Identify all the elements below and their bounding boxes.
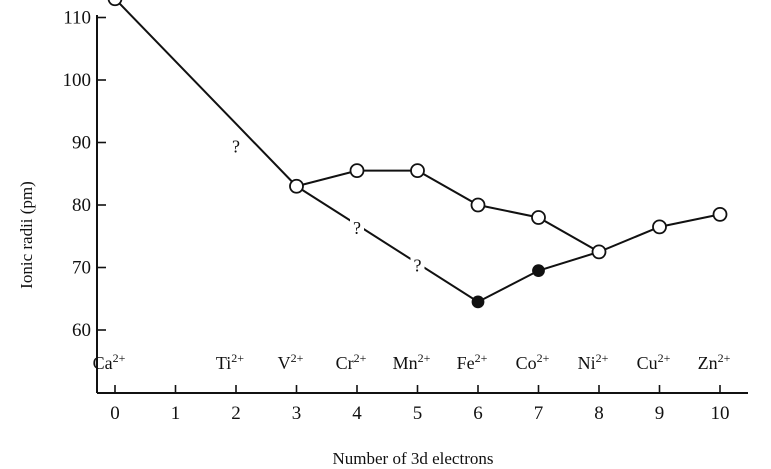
y-axis-title: Ionic radii (pm) xyxy=(17,181,36,289)
open-point xyxy=(470,197,486,213)
ion-charge: 2+ xyxy=(596,351,609,365)
open-point xyxy=(712,206,728,222)
series-lines xyxy=(114,0,721,304)
y-tick-label: 100 xyxy=(63,70,92,91)
x-tick-label: 2 xyxy=(231,403,241,424)
ion-label: Cu2+ xyxy=(637,351,671,373)
x-tick-label: 8 xyxy=(594,403,604,424)
open-point xyxy=(410,163,425,179)
ion-label: Ni2+ xyxy=(578,351,609,373)
filled-point xyxy=(532,264,545,278)
series-line xyxy=(114,0,298,187)
open-point xyxy=(652,219,667,235)
ion-label: Mn2+ xyxy=(393,351,431,373)
y-tick-label: 60 xyxy=(72,320,91,341)
series-line xyxy=(296,169,721,253)
annotation-backing xyxy=(410,253,425,274)
data-points xyxy=(107,0,728,309)
question-mark-annotation: ? xyxy=(353,218,361,238)
filled-point xyxy=(471,295,485,309)
x-tick-label: 9 xyxy=(655,403,665,424)
open-point xyxy=(107,0,123,7)
axes: 60708090100110120012345678910 xyxy=(63,8,748,424)
ion-charge: 2+ xyxy=(354,351,367,365)
ion-charge: 2+ xyxy=(718,351,731,365)
ion-charge: 2+ xyxy=(537,351,550,365)
ion-label: Co2+ xyxy=(516,351,550,373)
series-line xyxy=(295,185,600,304)
x-tick-label: 7 xyxy=(534,403,544,424)
open-point xyxy=(531,210,546,225)
y-tick-label: 70 xyxy=(72,258,91,279)
y-tick-label: 110 xyxy=(63,8,91,29)
ion-charge: 2+ xyxy=(475,351,488,365)
x-tick-label: 0 xyxy=(110,403,120,424)
x-tick-label: 10 xyxy=(711,403,730,424)
ion-charge: 2+ xyxy=(231,351,244,365)
ion-charge: 2+ xyxy=(418,351,431,365)
x-tick-label: 4 xyxy=(352,403,362,424)
ion-label: Cr2+ xyxy=(336,351,367,373)
ion-charge: 2+ xyxy=(291,351,304,365)
ion-label: Ca2+ xyxy=(93,351,126,373)
ion-charge: 2+ xyxy=(113,351,126,365)
ion-label: Fe2+ xyxy=(457,351,488,373)
open-point xyxy=(289,178,304,194)
question-mark-annotation: ? xyxy=(414,255,422,275)
x-tick-label: 5 xyxy=(413,403,423,424)
ion-charge: 2+ xyxy=(658,351,671,365)
x-tick-label: 3 xyxy=(292,403,302,424)
ion-label: V2+ xyxy=(278,351,304,373)
question-mark-annotation: ? xyxy=(232,137,240,157)
ion-label: Zn2+ xyxy=(698,351,731,373)
x-tick-label: 1 xyxy=(171,403,181,424)
x-tick-label: 6 xyxy=(473,403,483,424)
open-point xyxy=(349,163,365,179)
ion-label: Ti2+ xyxy=(216,351,244,373)
annotation-backing xyxy=(229,134,243,155)
x-axis-title: Number of 3d electrons xyxy=(333,449,494,468)
annotation-backing xyxy=(350,215,364,236)
y-tick-label: 90 xyxy=(72,133,91,154)
open-point xyxy=(591,244,607,260)
y-tick-label: 80 xyxy=(72,195,91,216)
